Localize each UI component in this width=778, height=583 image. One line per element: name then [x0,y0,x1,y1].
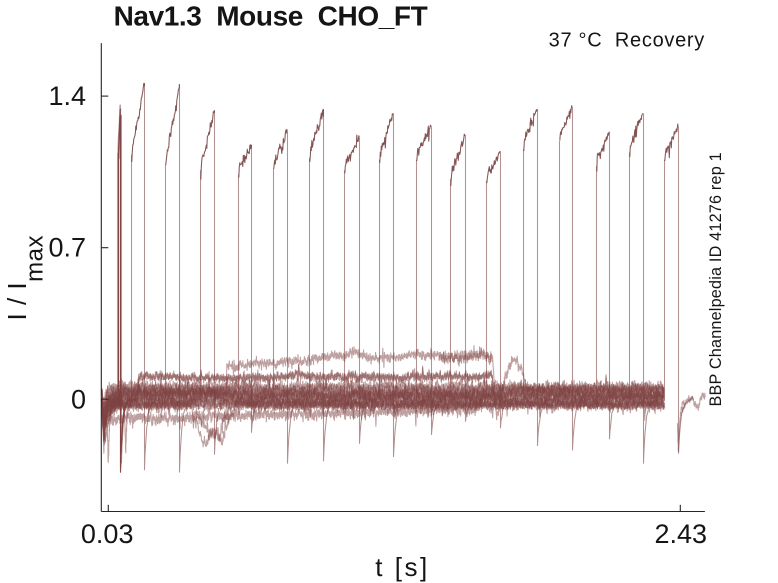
svg-text:t [s]: t [s] [375,552,429,582]
svg-text:37 °C Recovery: 37 °C Recovery [549,30,705,52]
svg-text:BBP Channelpedia ID 41276 rep: BBP Channelpedia ID 41276 rep 1 [707,152,725,406]
svg-text:0.7: 0.7 [48,232,86,262]
svg-text:0: 0 [71,385,86,415]
svg-text:2.43: 2.43 [655,519,708,549]
svg-text:1.4: 1.4 [48,81,86,111]
svg-text:Nav1.3 Mouse CHO_FT: Nav1.3 Mouse CHO_FT [114,0,428,31]
svg-text:0.03: 0.03 [81,519,134,549]
